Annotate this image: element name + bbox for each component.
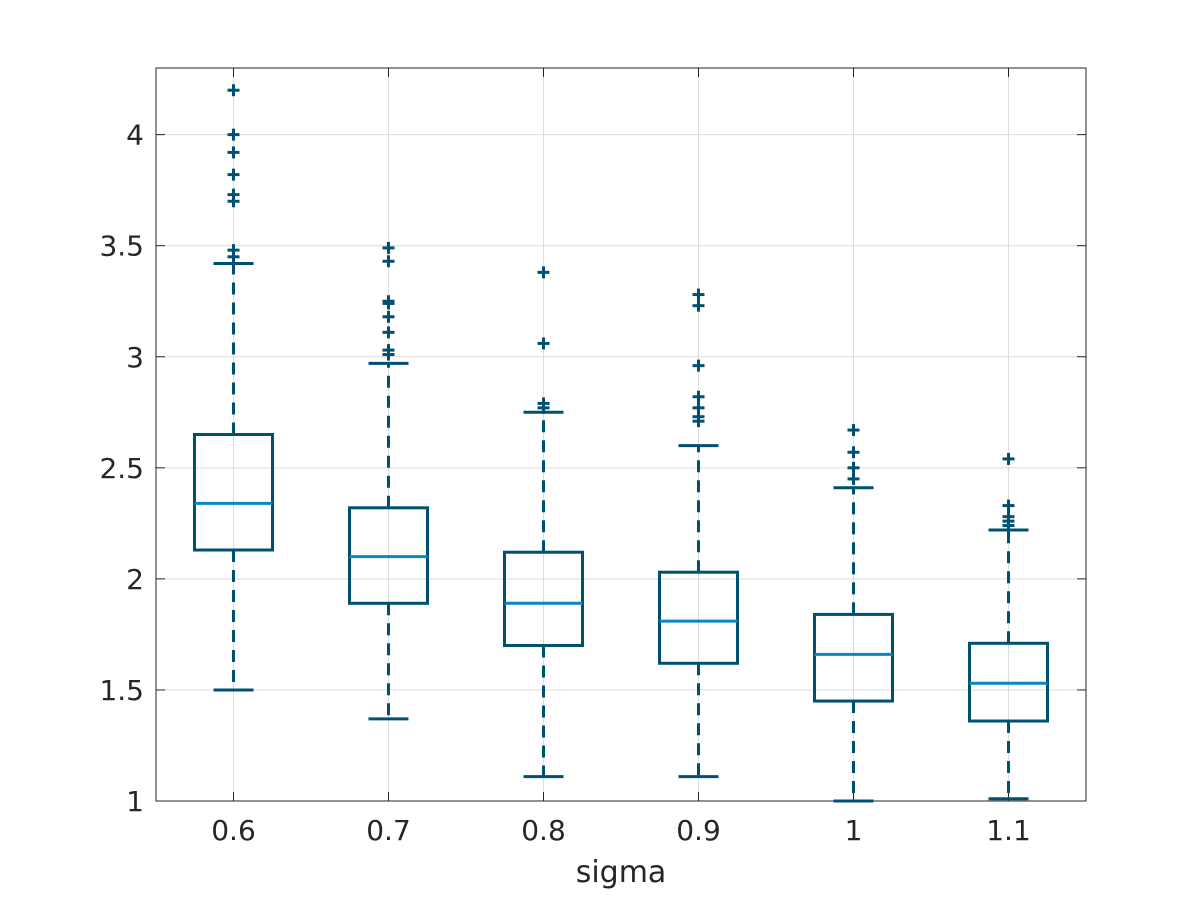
outlier-marker [382, 344, 395, 357]
y-tick-label: 2.5 [99, 452, 144, 485]
outlier-marker [537, 337, 550, 350]
iqr-box [658, 570, 739, 665]
outlier-marker [227, 188, 240, 201]
y-tick-label: 3.5 [99, 230, 144, 263]
outlier-marker [227, 146, 240, 159]
outlier-marker [1002, 510, 1015, 523]
outlier-marker [847, 446, 860, 459]
outlier-marker [692, 288, 705, 301]
iqr-box [503, 550, 584, 648]
outlier-marker [1002, 499, 1015, 512]
outlier-marker [692, 299, 705, 312]
x-tick-label: 0.7 [366, 814, 411, 847]
outlier-marker [382, 295, 395, 308]
box-1 [813, 424, 894, 803]
x-tick-label: 0.8 [521, 814, 566, 847]
x-tick-label: 1.1 [986, 814, 1031, 847]
outlier-marker [382, 326, 395, 339]
y-tick-label: 2 [126, 563, 144, 596]
x-tick-label: 1 [845, 814, 863, 847]
y-tick-label: 3 [126, 341, 144, 374]
x-tick-label: 0.6 [211, 814, 256, 847]
axis-ticks: 1 1.5 2 2.5 3 3.5 4 0.6 0.7 0.8 0.9 1 1.1 [99, 68, 1086, 847]
outlier-marker [537, 266, 550, 279]
x-axis-title: sigma [576, 855, 667, 890]
outlier-marker [692, 359, 705, 372]
outlier-marker [382, 310, 395, 323]
x-tick-label: 0.9 [676, 814, 721, 847]
box-1.1 [968, 452, 1049, 801]
box-0.8 [503, 266, 584, 779]
plot-area-frame [155, 67, 1087, 802]
y-tick-label: 1.5 [99, 674, 144, 707]
y-tick-label: 1 [126, 785, 144, 818]
outlier-marker [847, 424, 860, 437]
outlier-marker [1002, 452, 1015, 465]
outlier-marker [227, 168, 240, 181]
outlier-marker [382, 255, 395, 268]
box-0.6 [193, 84, 274, 692]
outlier-marker [382, 241, 395, 254]
outlier-marker [692, 401, 705, 414]
outlier-marker [227, 84, 240, 97]
box-series [193, 84, 1049, 803]
iqr-box [193, 433, 274, 552]
outlier-marker [847, 472, 860, 485]
box-0.7 [348, 241, 429, 721]
grid-lines [156, 68, 1086, 802]
outlier-marker [847, 461, 860, 474]
iqr-box [813, 612, 894, 703]
y-tick-label: 4 [126, 119, 144, 152]
outlier-marker [692, 390, 705, 403]
outlier-marker [227, 244, 240, 257]
outlier-marker [227, 128, 240, 141]
box-0.9 [658, 288, 739, 779]
outlier-marker [537, 397, 550, 410]
